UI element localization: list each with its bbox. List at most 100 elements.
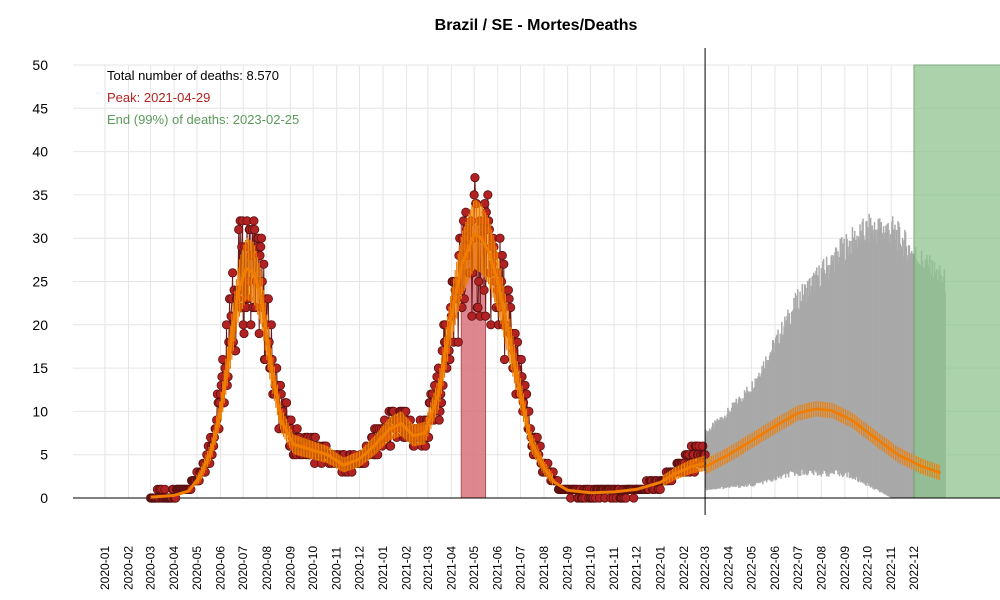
forecast-interval-bar <box>733 402 736 486</box>
forecast-interval-bar <box>828 273 831 474</box>
forecast-interval-bar <box>718 419 720 488</box>
forecast-interval-bar <box>749 391 752 486</box>
forecast-interval-bar <box>816 275 819 476</box>
forecast-interval-bar <box>877 218 880 491</box>
forecast-interval-bar <box>834 252 836 470</box>
x-tick-label: 2022-03 <box>698 546 712 590</box>
forecast-interval-bar <box>822 258 825 470</box>
forecast-interval-bar <box>810 286 813 472</box>
forecast-interval-bar <box>765 360 768 483</box>
x-tick-label: 2020-10 <box>306 546 320 590</box>
forecast-interval-bar <box>882 226 885 494</box>
observed-death-point <box>629 493 639 503</box>
x-tick-label: 2020-02 <box>122 546 136 590</box>
forecast-interval-bar <box>706 431 709 491</box>
observed-death-point <box>281 398 292 408</box>
forecast-interval-bar <box>809 277 811 471</box>
observed-death-point <box>466 216 476 226</box>
forecast-interval-bar <box>910 258 912 498</box>
forecast-interval-bar <box>787 309 789 475</box>
observed-death-point <box>474 276 484 287</box>
forecast-interval-bar <box>884 232 886 495</box>
observed-death-point <box>468 268 478 278</box>
y-tick-label: 30 <box>32 230 48 246</box>
forecast-interval-bar <box>860 242 863 481</box>
forecast-interval-bar <box>784 316 786 475</box>
forecast-interval-bar <box>762 361 765 480</box>
observed-death-point <box>434 415 444 425</box>
observed-death-point <box>503 285 513 295</box>
observed-death-point <box>445 354 455 365</box>
forecast-interval-bar <box>849 253 851 478</box>
y-tick-label: 5 <box>40 447 48 463</box>
forecast-interval-bar <box>774 337 777 481</box>
observed-death-point <box>255 250 265 261</box>
smoothed-fit-line <box>150 231 706 499</box>
forecast-interval-bar <box>850 254 853 478</box>
forecast-interval-bar <box>908 245 911 498</box>
x-tick-label: 2021-06 <box>491 546 505 590</box>
forecast-interval-bar <box>711 422 714 489</box>
forecast-interval-bar <box>839 238 842 473</box>
observed-death-point <box>231 346 241 356</box>
forecast-interval-bar <box>833 273 835 475</box>
forecast-interval-bar <box>778 343 781 476</box>
forecast-interval-bar <box>900 249 902 498</box>
x-tick-label: 2022-09 <box>838 546 852 590</box>
forecast-interval-bar <box>903 240 905 498</box>
observed-death-point <box>250 224 260 235</box>
observed-death-point <box>430 380 440 391</box>
forecast-interval-bar <box>848 240 851 479</box>
forecast-interval-bar <box>793 308 796 476</box>
observed-death-point <box>239 328 249 339</box>
forecast-interval-bar <box>838 263 840 470</box>
forecast-interval-bar <box>891 221 893 499</box>
forecast-interval-bar <box>851 227 854 480</box>
forecast-interval-bar <box>727 407 729 488</box>
forecast-interval-bar <box>775 335 778 480</box>
forecast-interval-bar <box>872 236 875 489</box>
observed-death-point <box>256 233 267 243</box>
observed-death-point <box>243 294 253 304</box>
forecast-interval-bar <box>783 326 785 474</box>
forecast-interval-bar <box>812 275 814 474</box>
forecast-interval-bar <box>894 224 896 498</box>
observed-death-point <box>510 328 520 339</box>
forecast-interval-bar <box>904 229 906 498</box>
forecast-interval-bar <box>732 402 734 487</box>
x-tick-label: 2020-05 <box>190 546 204 590</box>
forecast-interval-bar <box>763 368 766 482</box>
forecast-interval-bar <box>863 235 865 484</box>
forecast-interval-bar <box>713 428 715 488</box>
forecast-interval-bar <box>844 262 846 473</box>
forecast-interval-bar <box>865 221 867 486</box>
forecast-interval-bar <box>803 284 806 475</box>
forecast-interval-bar <box>723 417 725 489</box>
forecast-interval-bar <box>911 259 914 498</box>
forecast-interval-bar <box>888 242 891 497</box>
observed-death-point <box>250 302 261 313</box>
forecast-interval-bar <box>814 274 816 471</box>
forecast-interval-bar <box>759 377 762 483</box>
forecast-interval-bar <box>872 229 874 489</box>
forecast-interval-bar <box>771 339 774 482</box>
forecast-interval-bar <box>722 420 725 490</box>
observed-death-point <box>310 432 321 442</box>
forecast-interval-bar <box>898 222 900 498</box>
forecast-interval-bar <box>792 309 794 472</box>
observed-death-point <box>360 458 370 468</box>
forecast-interval-bar <box>762 371 764 485</box>
y-tick-label: 0 <box>40 490 48 506</box>
x-tick-label: 2021-11 <box>607 547 621 590</box>
observed-death-point <box>405 415 415 425</box>
observed-death-point <box>420 441 431 451</box>
forecast-interval-bar <box>841 237 843 476</box>
observed-death-point <box>379 415 390 425</box>
forecast-interval-bar <box>741 401 744 487</box>
x-tick-label: 2020-03 <box>144 546 158 590</box>
forecast-interval-bar <box>750 391 753 484</box>
forecast-interval-bar <box>813 292 816 469</box>
forecast-interval-bar <box>910 251 913 498</box>
forecast-interval-bar <box>907 255 909 498</box>
forecast-interval-bar <box>811 276 813 474</box>
